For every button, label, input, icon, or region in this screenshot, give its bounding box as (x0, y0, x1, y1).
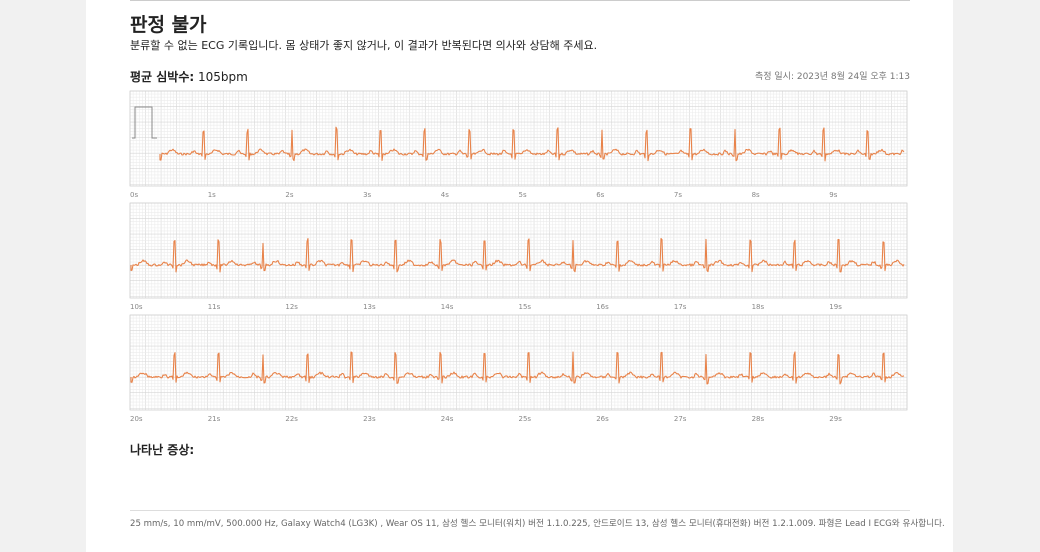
time-label: 20s (130, 415, 143, 423)
ecg-strips: 0s 1s 2s 3s 4s 5s 6s 7s 8s 9s 10s 11s 12s 13s 14s 15s 16… (129, 90, 908, 423)
time-label: 27s (674, 415, 687, 423)
divider (130, 510, 910, 511)
time-label: 9s (829, 191, 837, 199)
ecg-trace (159, 126, 905, 162)
result-description: 분류할 수 없는 ECG 기록입니다. 몸 상태가 좋지 않거나, 이 결과가 … (130, 39, 598, 52)
strip-border (129, 90, 908, 187)
time-label: 7s (674, 191, 682, 199)
time-label: 18s (752, 303, 765, 311)
time-label: 15s (519, 303, 532, 311)
time-label: 21s (208, 415, 221, 423)
time-label: 24s (441, 415, 454, 423)
strip-border (129, 314, 908, 411)
time-label: 16s (596, 303, 609, 311)
time-label: 17s (674, 303, 687, 311)
measured-at: 측정 일시: 2023년 8월 24일 오후 1:13 (754, 72, 910, 82)
time-label: 5s (519, 191, 527, 199)
time-label: 13s (363, 303, 376, 311)
time-label: 23s (363, 415, 376, 423)
time-label: 25s (519, 415, 532, 423)
time-label: 26s (596, 415, 609, 423)
report-sheet: 판정 불가 분류할 수 없는 ECG 기록입니다. 몸 상태가 좋지 않거나, … (86, 0, 953, 552)
time-label: 19s (829, 303, 842, 311)
time-label: 8s (752, 191, 760, 199)
calibration-pulse (132, 106, 157, 139)
time-label: 12s (285, 303, 298, 311)
time-label: 3s (363, 191, 371, 199)
footer-note: 25 mm/s, 10 mm/mV, 500.000 Hz, Galaxy Wa… (130, 519, 945, 529)
ecg-trace (130, 351, 905, 385)
time-label: 22s (285, 415, 298, 423)
heart-rate: 평균 심박수: 105bpm (130, 68, 248, 85)
heart-rate-label: 평균 심박수: (130, 70, 195, 84)
symptoms-label: 나타난 증상: (130, 443, 195, 457)
time-label: 6s (596, 191, 604, 199)
time-label: 14s (441, 303, 454, 311)
divider (130, 0, 910, 1)
time-label: 1s (208, 191, 216, 199)
time-label: 10s (130, 303, 143, 311)
time-label: 29s (829, 415, 842, 423)
time-label: 28s (752, 415, 765, 423)
ecg-trace (130, 237, 905, 273)
time-label: 2s (285, 191, 293, 199)
time-label: 0s (130, 191, 138, 199)
result-title: 판정 불가 (130, 14, 207, 36)
heart-rate-value: 105bpm (198, 70, 248, 84)
time-label: 11s (208, 303, 221, 311)
time-label: 4s (441, 191, 449, 199)
strip-border (129, 202, 908, 299)
